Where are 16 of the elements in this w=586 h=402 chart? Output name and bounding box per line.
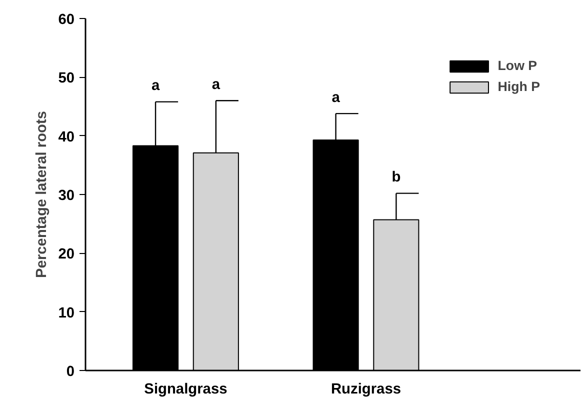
legend-label: Low P [498,58,538,73]
y-tick-label: 0 [66,364,75,380]
annotation: a [332,90,341,106]
y-tick-label: 50 [58,70,75,87]
x-tick-label: Signalgrass [144,382,228,398]
y-tick-label: 10 [58,305,75,322]
annotation: a [151,78,160,94]
y-tick-label: 60 [58,12,75,28]
y-axis-title: Percentage lateral roots [34,110,50,278]
x-tick-label: Ruzigrass [330,382,402,398]
y-tick-label: 40 [58,129,75,146]
legend-label: High P [498,79,540,94]
annotation: a [212,77,221,94]
y-tick-label: 20 [58,246,75,263]
annotation: b [392,170,401,186]
y-tick-label: 30 [58,188,75,204]
